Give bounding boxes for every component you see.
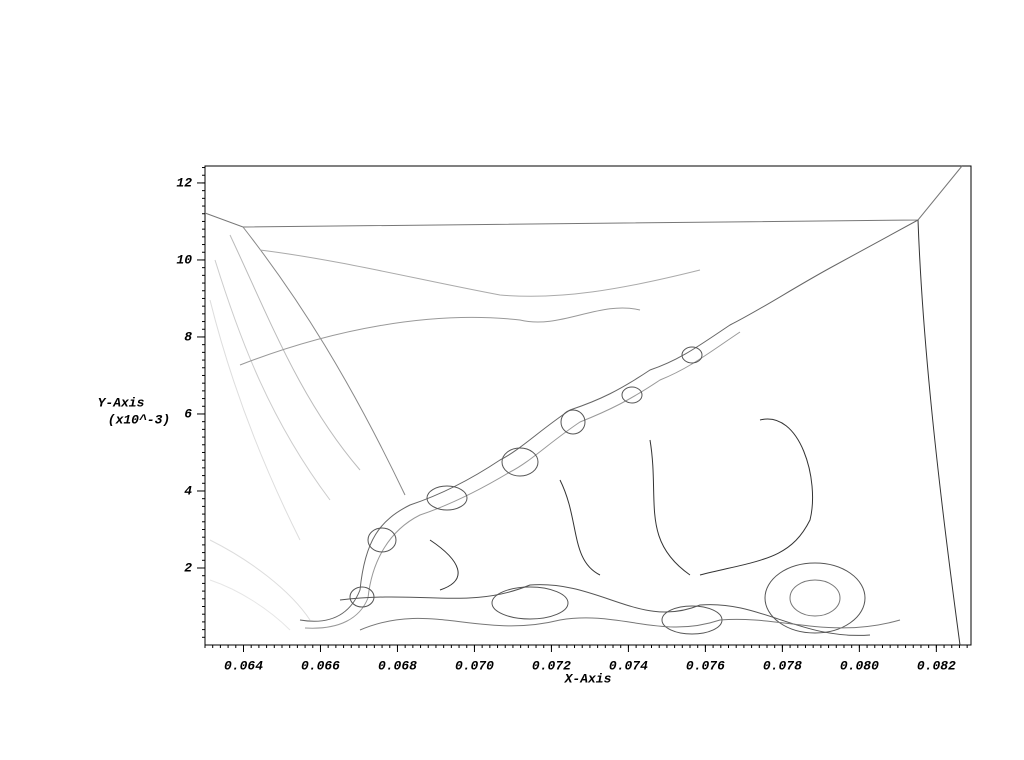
y-tick-label: 4 — [184, 483, 192, 498]
x-tick-label: 0.072 — [532, 658, 571, 673]
x-tick-label: 0.076 — [686, 658, 725, 673]
x-tick-label: 0.070 — [455, 658, 494, 673]
contour-field — [204, 165, 963, 646]
y-tick-label: 12 — [176, 175, 192, 190]
x-axis-label: X-Axis — [564, 671, 612, 686]
x-tick-label: 0.064 — [224, 658, 263, 673]
y-tick-label: 6 — [184, 406, 192, 421]
y-axis-unit: (x10^-3) — [108, 412, 170, 427]
x-tick-label: 0.068 — [378, 658, 417, 673]
plot-frame — [204, 165, 972, 646]
x-tick-label: 0.078 — [763, 658, 802, 673]
y-tick-label: 8 — [184, 329, 192, 344]
y-tick-label: 10 — [176, 252, 192, 267]
x-tick-label: 0.074 — [609, 658, 648, 673]
x-tick-label: 0.080 — [840, 658, 879, 673]
y-axis-label: Y-Axis — [98, 395, 145, 410]
y-tick-label: 2 — [184, 560, 192, 575]
x-tick-label: 0.066 — [301, 658, 340, 673]
x-tick-label: 0.082 — [917, 658, 956, 673]
